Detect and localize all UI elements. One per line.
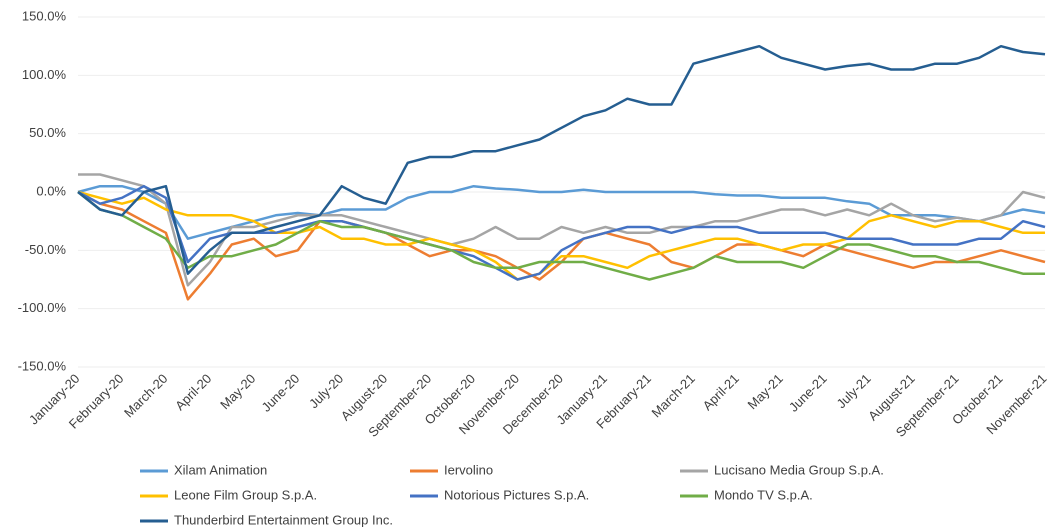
y-tick-label: -100.0% xyxy=(18,300,67,315)
y-tick-label: 50.0% xyxy=(29,125,66,140)
x-tick-label: June-21 xyxy=(786,371,830,415)
series-line xyxy=(77,190,1045,281)
series-line xyxy=(77,184,1046,240)
series-line xyxy=(77,44,1046,275)
x-tick-label: April-20 xyxy=(172,371,214,413)
x-tick-label: June-20 xyxy=(258,371,302,415)
y-tick-label: -50.0% xyxy=(25,242,67,257)
y-tick-label: -150.0% xyxy=(18,358,67,373)
x-tick-label: March-20 xyxy=(121,371,170,420)
legend-label: Iervolino xyxy=(444,462,493,477)
x-tick-label: May-21 xyxy=(745,371,786,412)
legend-label: Notorious Pictures S.p.A. xyxy=(444,487,589,502)
x-tick-label: July-20 xyxy=(306,371,346,411)
legend-label: Xilam Animation xyxy=(174,462,267,477)
y-tick-label: 0.0% xyxy=(36,183,66,198)
x-tick-label: April-21 xyxy=(700,371,742,413)
legend-label: Leone Film Group S.p.A. xyxy=(174,487,317,502)
legend-label: Mondo TV S.p.A. xyxy=(714,487,813,502)
legend-label: Thunderbird Entertainment Group Inc. xyxy=(174,512,393,527)
legend-label: Lucisano Media Group S.p.A. xyxy=(714,462,884,477)
x-tick-label: March-21 xyxy=(648,371,697,420)
series-line xyxy=(78,173,1046,287)
x-tick-label: July-21 xyxy=(833,371,873,411)
y-tick-label: 150.0% xyxy=(22,8,67,23)
x-tick-label: May-20 xyxy=(217,371,258,412)
series-line xyxy=(77,191,1045,281)
y-tick-label: 100.0% xyxy=(22,67,67,82)
